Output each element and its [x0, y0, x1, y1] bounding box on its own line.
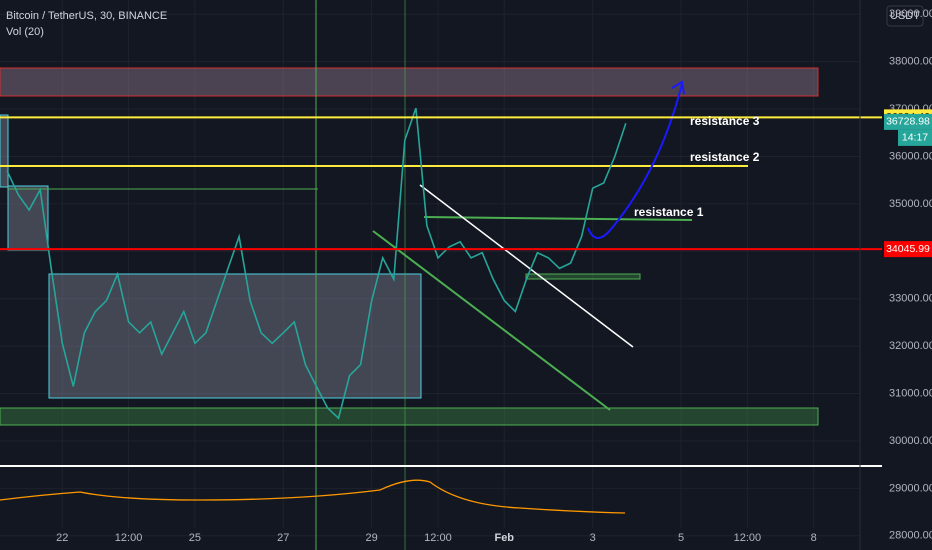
- currency-badge: [886, 5, 924, 27]
- y-tick-label: 35000.00: [889, 198, 932, 210]
- currency: USDT: [890, 10, 920, 22]
- resistance-line: [423, 216, 693, 221]
- grid: [0, 0, 860, 537]
- indicator-label: Vol (20): [6, 26, 44, 38]
- annotation: resistance 2: [690, 150, 760, 164]
- x-tick-label: 5: [678, 532, 684, 544]
- y-tick-label: 36000.00: [889, 150, 932, 162]
- trend-line: [372, 230, 611, 411]
- chart-title: Bitcoin / TetherUS, 30, BINANCE: [6, 10, 167, 22]
- annotation: resistance 1: [634, 205, 704, 219]
- price-line: [6, 107, 627, 420]
- countdown-box: [898, 129, 932, 146]
- x-tick-label: 8: [811, 532, 817, 544]
- price-label: 36728.98: [886, 116, 930, 128]
- x-tick-label: 12:00: [115, 532, 143, 544]
- price-label-box: [884, 241, 932, 258]
- range-box: [48, 273, 422, 399]
- x-tick-label: 22: [56, 532, 68, 544]
- x-tick-label: 12:00: [424, 532, 452, 544]
- range-box: [7, 185, 49, 251]
- y-tick-label: 39000.00: [889, 8, 932, 20]
- y-tick-label: 29000.00: [889, 482, 932, 494]
- price-label: 34045.99: [886, 243, 930, 255]
- trend-line: [419, 184, 634, 348]
- y-tick-label: 33000.00: [889, 293, 932, 305]
- y-tick-label: 28000.00: [889, 530, 932, 542]
- x-tick-label: 12:00: [734, 532, 762, 544]
- zone: [0, 407, 819, 426]
- x-tick-label: Feb: [494, 532, 514, 544]
- x-tick-label: 27: [277, 532, 289, 544]
- x-tick-label: 25: [189, 532, 201, 544]
- arrow-head: [671, 80, 685, 95]
- series-layer: [0, 107, 882, 420]
- y-tick-label: 32000.00: [889, 340, 932, 352]
- zone: [0, 67, 819, 97]
- zone: [525, 273, 641, 280]
- x-tick-label: 29: [366, 532, 378, 544]
- countdown: 14:17: [902, 132, 928, 144]
- y-tick-label: 38000.00: [889, 56, 932, 68]
- annotation: resistance 3: [690, 114, 760, 128]
- y-tick-label: 30000.00: [889, 435, 932, 447]
- range-box: [0, 114, 9, 188]
- x-tick-label: 3: [590, 532, 596, 544]
- y-tick-label: 31000.00: [889, 387, 932, 399]
- price-label-box: [884, 113, 932, 130]
- volume-ma: [0, 479, 626, 514]
- projection-arrow: [587, 83, 683, 239]
